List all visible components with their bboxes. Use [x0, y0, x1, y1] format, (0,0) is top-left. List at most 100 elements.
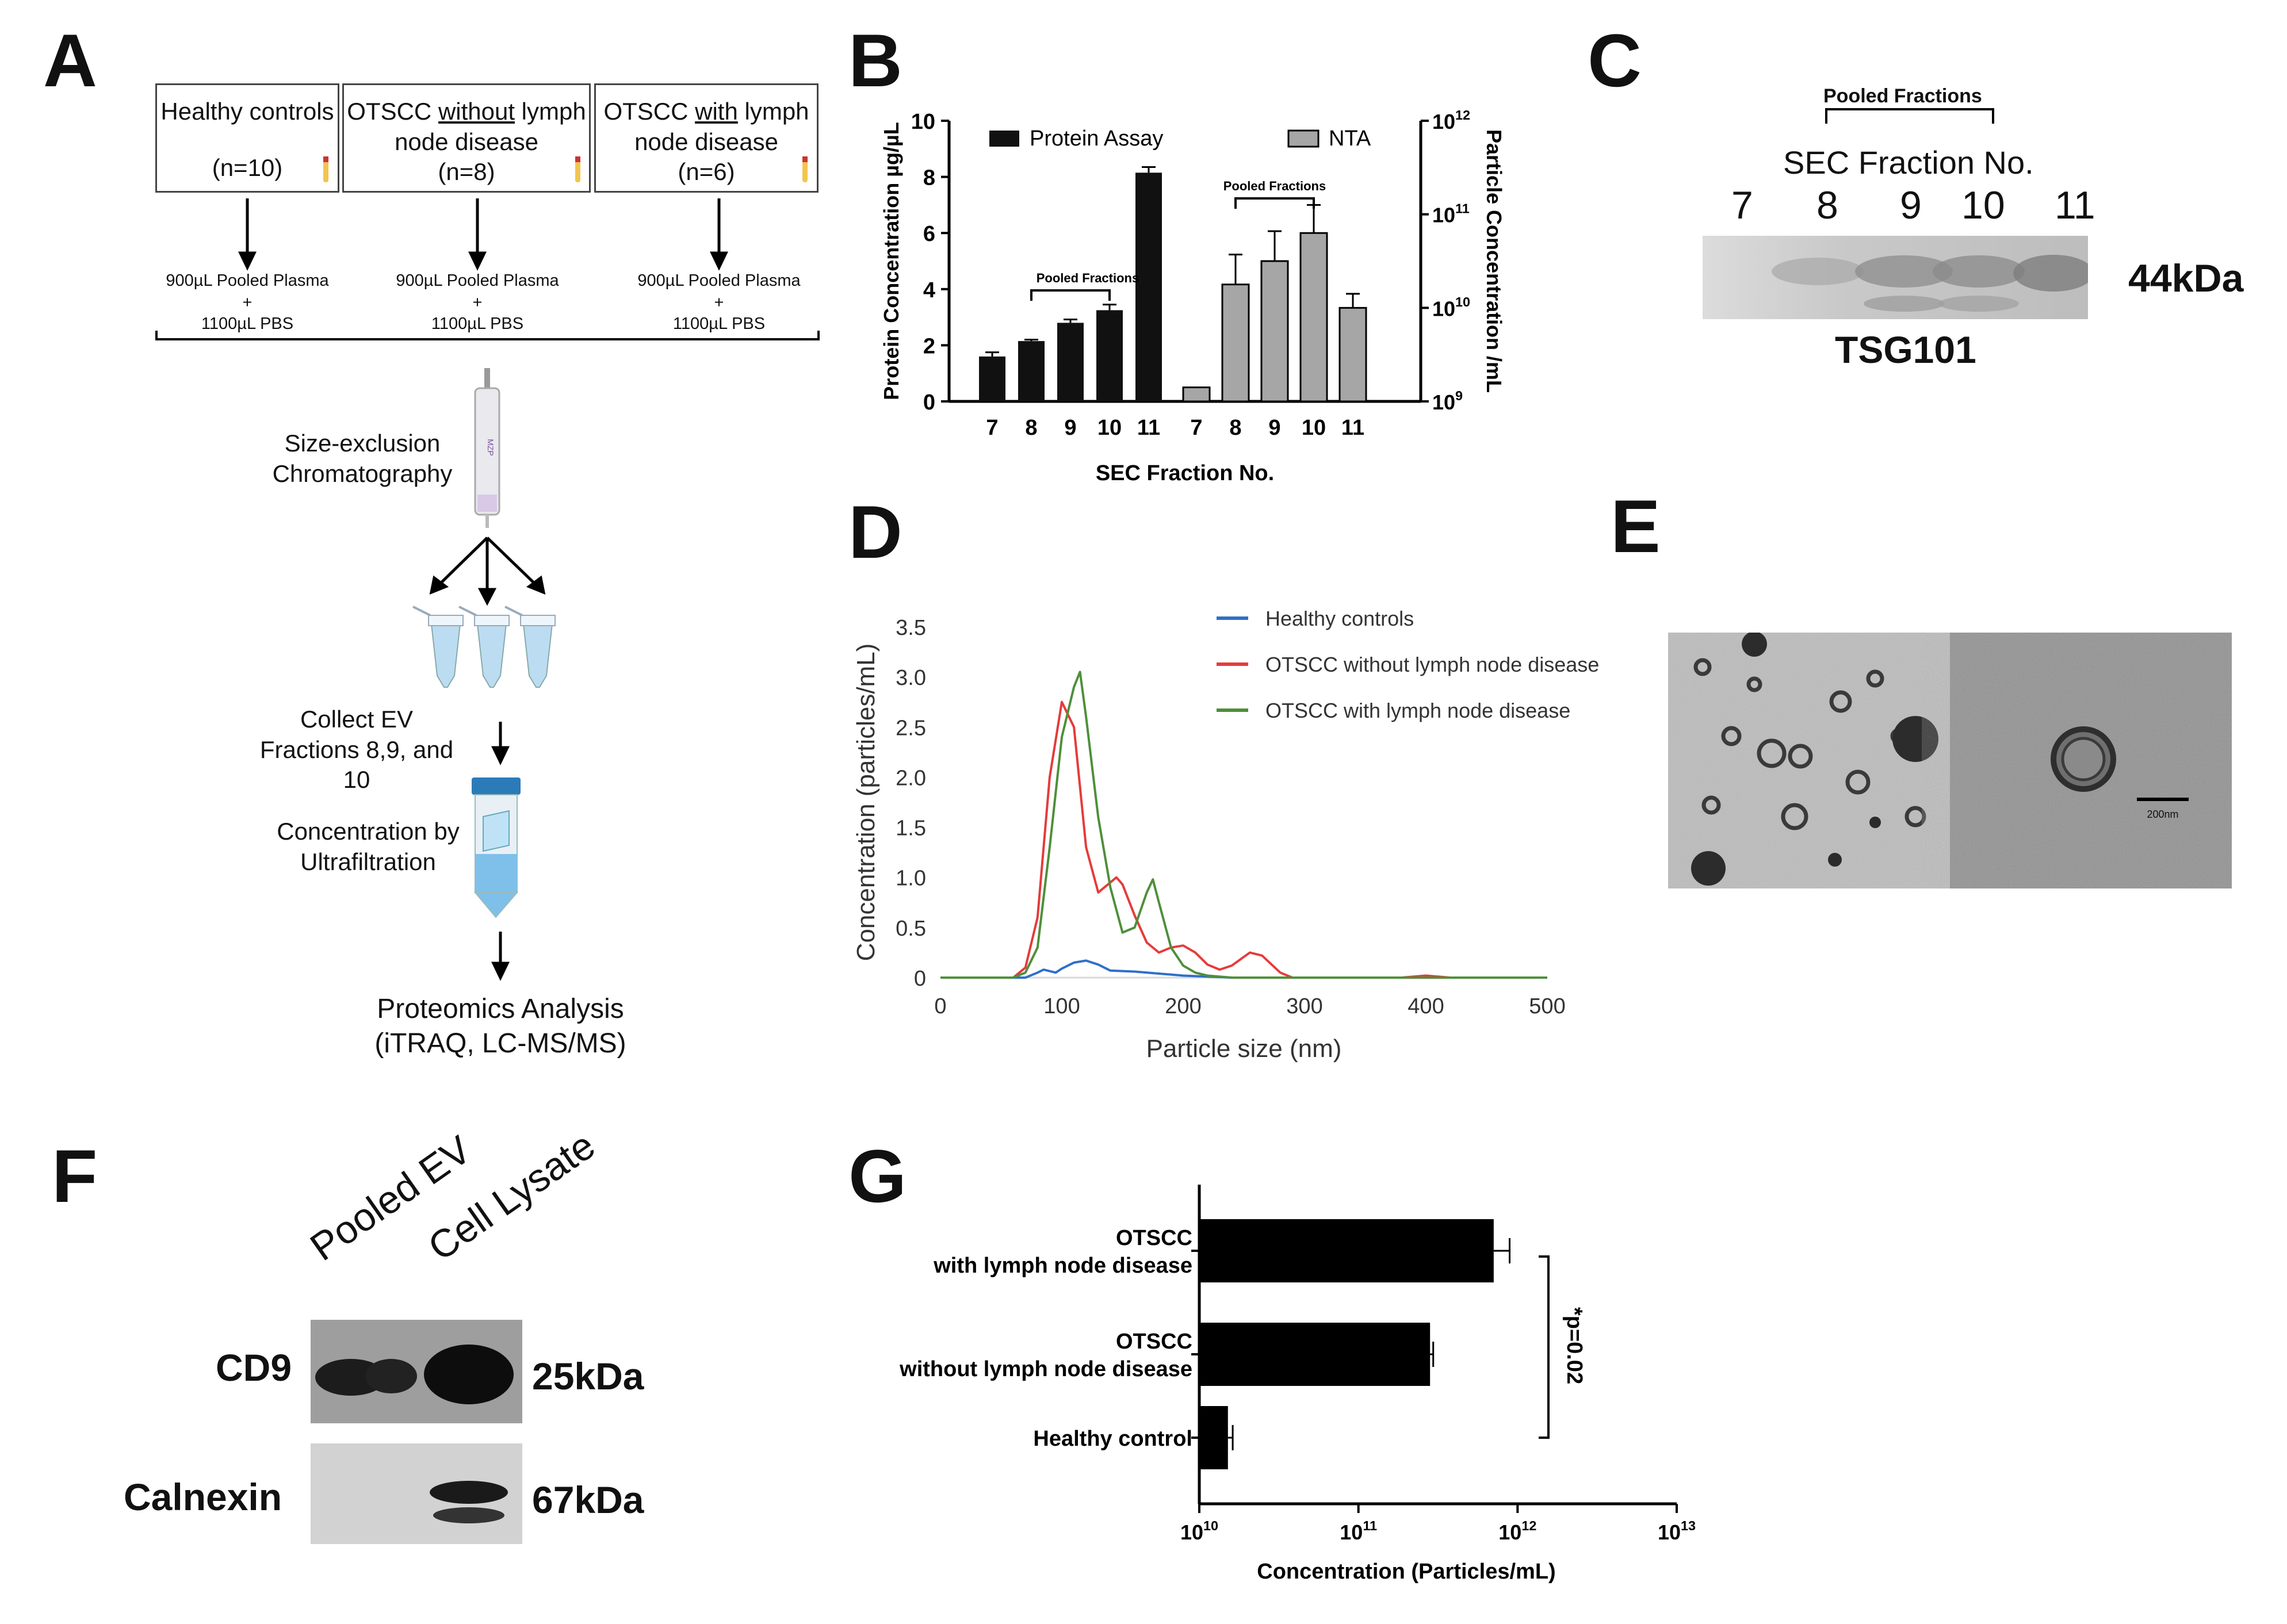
y-tick-label: 2.5 — [896, 716, 926, 740]
panel-label-a: A — [43, 18, 97, 102]
y-tick-label: 1.0 — [896, 867, 926, 891]
y-right-tick-label: 1011 — [1432, 201, 1470, 227]
panel-label-c: C — [1588, 18, 1642, 102]
prep-text: 900µL Pooled Plasma +1100µL PBS — [637, 271, 801, 334]
bar — [1199, 1323, 1431, 1386]
panel-label-b: B — [848, 18, 902, 102]
x-tick-label: 10 — [1097, 416, 1122, 440]
x-tick-label: 11 — [1341, 416, 1364, 440]
tube-icon — [458, 606, 510, 688]
row-label-cd9: CD9 — [216, 1346, 292, 1389]
x-tick-label: 9 — [1268, 416, 1280, 440]
series-line-1 — [940, 700, 1547, 979]
step-proteomics: Proteomics Analysis (iTRAQ, LC-MS/MS) — [374, 994, 626, 1059]
x-tick-label: 100 — [1043, 994, 1080, 1018]
y-tick-label: 1.5 — [896, 817, 926, 841]
y-tick-label: 3.0 — [896, 666, 926, 690]
bar-protein-assay — [979, 356, 1005, 401]
pooled-fractions-label: Pooled Fractions — [1823, 85, 1982, 107]
group-box-with-ln: OTSCC with lymph node disease (n=6) — [594, 83, 819, 193]
legend-label: Protein Assay — [1030, 127, 1163, 151]
x-tick-label: 200 — [1165, 994, 1201, 1018]
step-collect: Collect EV Fractions 8,9, and 10 — [259, 706, 454, 793]
step-concentration: Concentration by Ultrafiltration — [277, 818, 460, 875]
legend-label: Healthy controls — [1265, 607, 1414, 630]
blood-tube-icon — [802, 156, 808, 182]
panel-label-f: F — [52, 1134, 98, 1218]
size-label-calnexin: 67kDa — [532, 1479, 644, 1521]
y-category-label: with lymph node disease — [933, 1254, 1192, 1278]
y-tick-label: 2 — [923, 334, 935, 358]
significance-bracket — [1539, 1255, 1550, 1439]
legend-swatch — [989, 131, 1019, 147]
panel-label-d: D — [848, 490, 902, 574]
legend-label: NTA — [1329, 127, 1371, 151]
tem-image: 200nm — [1668, 633, 2232, 888]
column-label: MZP — [485, 439, 495, 456]
x-tick-label: 1012 — [1498, 1518, 1536, 1544]
sec-fraction-header: SEC Fraction No. — [1783, 144, 2034, 181]
lane-numbers: 7 8 9 10 11 — [1720, 183, 2134, 229]
lane-label: 7 — [1731, 183, 1753, 227]
falcon-tube-icon — [472, 777, 521, 918]
blood-tube-icon — [323, 156, 328, 182]
step-sec: Size-exclusion Chromatography — [272, 430, 453, 487]
series-line-2 — [940, 671, 1547, 979]
tube-icon — [504, 606, 556, 688]
x-tick-label: 1013 — [1658, 1518, 1696, 1544]
x-tick-label: 1011 — [1340, 1518, 1377, 1544]
arrow-down-icon — [710, 251, 728, 271]
y-right-tick-label: 109 — [1432, 388, 1463, 414]
bar-nta — [1299, 232, 1328, 403]
group-n: (n=6) — [678, 158, 735, 185]
bar — [1199, 1406, 1228, 1469]
size-label-cd9: 25kDa — [532, 1355, 644, 1397]
scale-bar-label: 200nm — [2147, 809, 2178, 820]
pooled-bracket — [1825, 108, 1994, 124]
x-tick-label: 500 — [1529, 994, 1565, 1018]
y-tick-label: 0 — [923, 390, 935, 415]
lane-label: 9 — [1900, 183, 1922, 227]
legend-label: OTSCC without lymph node disease — [1265, 653, 1599, 676]
x-tick-label: 7 — [1190, 416, 1202, 440]
bar-protein-assay — [1135, 173, 1162, 401]
arrow-down-icon — [238, 251, 257, 271]
y-right-tick-label: 1012 — [1432, 108, 1470, 133]
bar-nta — [1260, 260, 1289, 403]
significance-label: *p=0.02 — [1562, 1307, 1586, 1384]
group-title: Healthy controls — [160, 98, 334, 125]
y-tick-label: 8 — [923, 166, 935, 190]
chart-d: 0 0.5 1.0 1.5 2.0 2.5 3.0 3.5 0 100 200 300 400 500 He… — [852, 607, 1599, 1063]
x-tick-label: 8 — [1229, 416, 1241, 440]
panel-label-e: E — [1611, 484, 1661, 568]
bar-nta — [1338, 307, 1367, 403]
x-tick-label: 400 — [1408, 994, 1444, 1018]
y-right-tick-label: 1010 — [1432, 294, 1470, 320]
group-box-without-ln: OTSCC without lymph node disease (n=8) — [342, 83, 591, 193]
y-category-label: OTSCC — [1116, 1330, 1192, 1354]
legend-label: OTSCC with lymph node disease — [1265, 699, 1570, 722]
cd9-calnexin-blot — [311, 1320, 522, 1544]
bar-protein-assay — [1018, 341, 1045, 401]
pooled-bracket — [1030, 289, 1111, 301]
y-axis-title: Concentration (particles/mL) — [852, 644, 880, 962]
group-n: (n=10) — [212, 154, 283, 181]
panel-a-diagram — [155, 156, 820, 981]
lane-label: 10 — [1961, 183, 2005, 227]
panel-label-g: G — [848, 1134, 907, 1218]
legend-swatch — [1287, 129, 1320, 148]
bar — [1199, 1219, 1494, 1282]
pooled-bracket — [1234, 197, 1315, 209]
lane-label: 8 — [1816, 183, 1838, 227]
y-tick-label: 0 — [914, 967, 926, 991]
lane-label: 11 — [2055, 183, 2095, 227]
y-tick-label: 3.5 — [896, 616, 926, 640]
group-box-healthy: Healthy controls (n=10) — [155, 83, 339, 193]
x-tick-label: 9 — [1064, 416, 1076, 440]
x-tick-label: 8 — [1025, 416, 1037, 440]
bar-nta — [1221, 284, 1250, 403]
annotation: Pooled Fractions — [1223, 179, 1326, 193]
band-size-label: 44kDa — [2128, 256, 2244, 300]
group-title: OTSCC without lymph node disease — [347, 98, 586, 155]
tube-icon — [412, 606, 464, 688]
